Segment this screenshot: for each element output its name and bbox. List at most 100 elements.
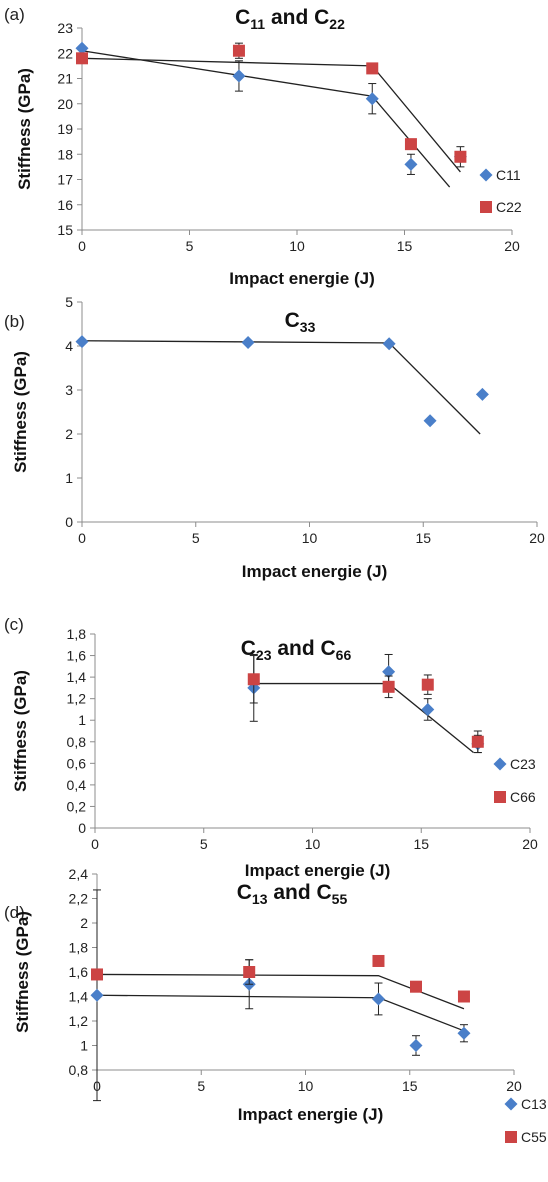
- y-tick-label: 17: [57, 172, 73, 188]
- y-tick-label: 3: [65, 382, 73, 398]
- x-tick-label: 15: [402, 1078, 418, 1094]
- y-tick-label: 16: [57, 197, 73, 213]
- y-tick-label: 18: [57, 146, 73, 162]
- chart-title: C11 and C22: [235, 6, 345, 32]
- legend-label: C11: [496, 167, 521, 183]
- chart-title: C33: [285, 309, 316, 335]
- panel-label: (d): [4, 903, 25, 922]
- x-tick-label: 0: [78, 530, 86, 546]
- y-tick-label: 1,8: [67, 626, 87, 642]
- chart-panel-a: (a) C11 and C22 15 16 17 18 19 20 21 22 23 0 5 10 15 20…: [4, 5, 522, 288]
- y-tick-label: 19: [57, 121, 73, 137]
- y-tick-label: 2: [80, 915, 88, 931]
- legend-marker: [493, 757, 507, 771]
- data-point-c23: [382, 665, 396, 679]
- y-tick-label: 0,8: [67, 734, 87, 750]
- data-point-series: [382, 337, 396, 351]
- y-tick-label: 2: [65, 426, 73, 442]
- x-tick-label: 10: [298, 1078, 314, 1094]
- panel-label: (b): [4, 312, 25, 331]
- legend-marker: [480, 201, 492, 213]
- trend-line-c23: [253, 682, 474, 754]
- data-point-c55: [91, 968, 103, 981]
- data-point-c55: [372, 954, 385, 967]
- y-tick-label: 0,2: [67, 798, 87, 814]
- legend-label: C13: [521, 1096, 547, 1112]
- legend-entry-c66: C66: [494, 789, 536, 805]
- data-point-c66: [382, 680, 395, 693]
- x-tick-label: 15: [413, 836, 429, 852]
- data-point-c13: [457, 1026, 471, 1040]
- y-tick-label: 1,4: [67, 669, 87, 685]
- y-tick-label: 4: [65, 338, 73, 354]
- trend-line-c13: [96, 994, 465, 1032]
- legend-entry-c22: C22: [480, 199, 522, 215]
- x-tick-label: 5: [186, 238, 194, 254]
- y-tick-label: 1: [78, 712, 86, 728]
- legend-entry-c13: C13: [504, 1096, 547, 1112]
- chart-panel-b: (b) C33 0 1 2 3 4 5 0 5 10 15 20 Impact energie (J) St…: [4, 294, 545, 581]
- x-axis-label: Impact energie (J): [229, 269, 375, 288]
- y-tick-label: 1,8: [69, 940, 89, 956]
- legend-label: C23: [510, 756, 536, 772]
- data-point-c13: [409, 1039, 423, 1052]
- x-tick-label: 20: [504, 238, 520, 254]
- data-point-c11: [75, 41, 89, 55]
- data-point-series: [75, 335, 89, 349]
- x-tick-label: 10: [302, 530, 318, 546]
- x-axis-label: Impact energie (J): [245, 861, 391, 880]
- x-tick-label: 5: [200, 836, 208, 852]
- data-point-series: [475, 387, 489, 401]
- data-point-c22: [404, 138, 417, 151]
- y-tick-label: 1,2: [69, 1013, 89, 1029]
- y-tick-label: 0,6: [67, 755, 87, 771]
- x-tick-label: 20: [522, 836, 538, 852]
- data-point-c11: [232, 69, 246, 83]
- y-tick-label: 1,6: [67, 648, 87, 664]
- y-axis-label: Stiffness (GPa): [11, 351, 30, 473]
- trend-line-c55: [96, 973, 465, 1010]
- legend-entry-c11: C11: [479, 167, 521, 183]
- trend-line-c22: [81, 57, 461, 173]
- data-point-c23: [421, 702, 435, 716]
- chart-title: C23 and C66: [241, 637, 352, 663]
- y-tick-label: 5: [65, 294, 73, 310]
- chart-panel-c: (c) C23 and C66 0 0,2 0,4 0,6 0,8 1 1,2 1,4 1,6 1,8…: [4, 615, 538, 880]
- y-tick-label: 2,4: [69, 866, 89, 882]
- data-point-series: [423, 414, 437, 428]
- data-point-c55: [410, 980, 423, 993]
- data-point-c66: [421, 678, 434, 691]
- x-axis-label: Impact energie (J): [242, 562, 388, 581]
- x-tick-label: 0: [78, 238, 86, 254]
- data-point-c66: [247, 673, 260, 686]
- trend-line-series: [81, 340, 481, 435]
- y-tick-label: 2,2: [69, 891, 89, 907]
- data-point-c13: [90, 988, 104, 1002]
- y-tick-label: 22: [57, 45, 73, 61]
- y-tick-label: 21: [57, 71, 73, 87]
- legend-entry-c23: C23: [493, 756, 536, 772]
- y-tick-label: 1,6: [69, 964, 89, 980]
- data-point-c22: [454, 150, 467, 163]
- data-point-c22: [76, 52, 88, 65]
- data-point-c55: [457, 990, 470, 1003]
- legend-entry-c55: C55: [505, 1129, 547, 1145]
- y-tick-label: 0,4: [67, 777, 87, 793]
- y-tick-label: 0,8: [69, 1062, 89, 1078]
- data-point-c55: [243, 966, 256, 978]
- x-tick-label: 15: [397, 238, 413, 254]
- legend-marker: [479, 168, 493, 182]
- y-axis-label: Stiffness (GPa): [15, 68, 34, 190]
- legend-marker: [505, 1131, 517, 1143]
- chart-title: C13 and C55: [237, 881, 348, 907]
- data-point-c13: [371, 992, 385, 1006]
- x-tick-label: 5: [192, 530, 200, 546]
- legend-marker: [494, 791, 506, 803]
- x-tick-label: 5: [197, 1078, 205, 1094]
- x-tick-label: 0: [91, 836, 99, 852]
- x-tick-label: 15: [415, 530, 431, 546]
- x-tick-label: 10: [305, 836, 321, 852]
- legend-label: C66: [510, 789, 536, 805]
- data-point-c11: [365, 92, 379, 106]
